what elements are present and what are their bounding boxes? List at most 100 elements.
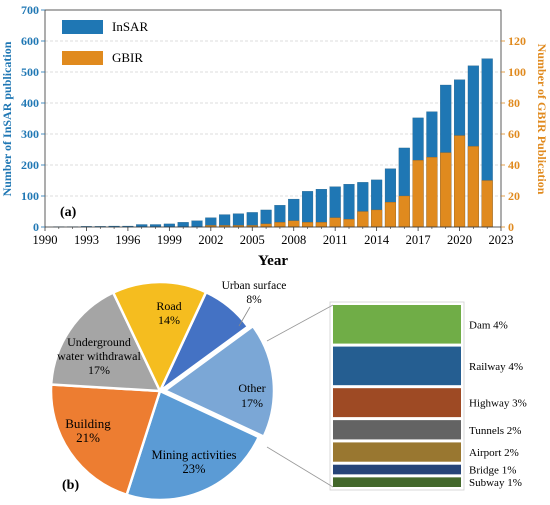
bar-insar — [246, 212, 258, 228]
breakdown-label: Dam 4% — [469, 319, 508, 331]
connector-lines — [266, 304, 334, 488]
pie-slice-mining-activities — [125, 389, 261, 502]
bar-insar — [191, 220, 203, 228]
breakdown-segment — [333, 464, 461, 475]
breakdown-segment — [333, 420, 461, 440]
breakdown-segment — [333, 477, 461, 487]
breakdown-label: Subway 1% — [469, 477, 522, 489]
bar-gbir — [440, 152, 452, 228]
breakdown-segment — [333, 388, 461, 418]
urban-leader-line — [238, 306, 251, 327]
slice-label-other: Other — [238, 381, 265, 395]
slice-value-building: 21% — [76, 430, 100, 445]
y-tick-label-left: 700 — [21, 3, 39, 17]
panel-label-b: (b) — [62, 478, 79, 493]
breakdown-label: Airport 2% — [469, 447, 519, 459]
connector-bottom — [266, 446, 334, 488]
y-tick-label-right: 80 — [508, 96, 520, 110]
bar-gbir — [343, 219, 355, 228]
x-axis-title: Year — [258, 253, 288, 269]
bar-gbir — [329, 217, 341, 228]
pie-slices — [49, 280, 276, 502]
slice-label-urban: Urban surface — [222, 280, 287, 292]
bar-gbir — [384, 202, 396, 228]
bar-gbir — [467, 146, 479, 228]
plot-frame — [44, 9, 502, 228]
bar-gbir — [398, 195, 410, 228]
bar-gbir — [260, 223, 272, 228]
breakdown-segment — [333, 346, 461, 386]
bar-chart-panel: 1990 1993 1996 1999 2002 2005 2008 2011 2014 2017… — [0, 3, 549, 269]
y-axis-title-left: Number of InSAR publication — [0, 41, 14, 196]
connector-top — [266, 304, 334, 342]
y-tick-label-right: 100 — [508, 65, 526, 79]
bar-insar — [163, 223, 175, 228]
y-tick-label-left: 300 — [21, 127, 39, 141]
slice-label-underground-2: water withdrawal — [57, 349, 141, 363]
bar-gbir — [288, 220, 300, 228]
slice-value-other: 17% — [241, 396, 263, 410]
y-tick-label-right: 20 — [508, 189, 520, 203]
x-tick-label: 2005 — [240, 233, 265, 247]
legend-swatch-gbir — [62, 51, 103, 65]
bar-gbir — [315, 222, 327, 228]
y-tick-label-right: 60 — [508, 127, 520, 141]
bar-insar — [219, 214, 231, 228]
y-tick-label-left: 100 — [21, 189, 39, 203]
y-tick-label-right: 40 — [508, 158, 520, 172]
breakdown-label: Tunnels 2% — [469, 425, 521, 437]
panel-label-a: (a) — [60, 205, 77, 220]
slice-value-urban: 8% — [246, 294, 262, 306]
y-axis-title-right: Number of GBIR Publication — [535, 44, 549, 195]
bar-insar — [315, 189, 327, 228]
slice-value-mining: 23% — [183, 462, 206, 476]
legend-label-insar: InSAR — [112, 19, 148, 34]
y-tick-label-left: 200 — [21, 158, 39, 172]
pie-slice-underground-water-withdrawal — [49, 290, 163, 393]
legend-label-gbir: GBIR — [112, 50, 143, 65]
legend: InSAR GBIR — [62, 19, 148, 65]
x-tick-label: 1993 — [74, 233, 99, 247]
slice-value-underground: 17% — [88, 363, 110, 377]
x-tick-label: 2014 — [364, 233, 390, 247]
y-tick-label-left: 400 — [21, 96, 39, 110]
pie-chart-panel: Dam 4% Railway 4% Highway 3% Tunnels 2% Airp… — [49, 280, 527, 502]
y-tick-label-left: 500 — [21, 65, 39, 79]
axis-ticks: 1990 1993 1996 1999 2002 2005 2008 2011 2014 2017… — [21, 3, 526, 247]
breakdown-label: Railway 4% — [469, 361, 523, 373]
bar-insar — [177, 222, 189, 228]
x-tick-label: 1990 — [33, 233, 58, 247]
x-tick-label: 2008 — [281, 233, 306, 247]
breakdown-stack: Dam 4% Railway 4% Highway 3% Tunnels 2% Airp… — [329, 301, 527, 491]
breakdown-label: Highway 3% — [469, 398, 527, 410]
slice-label-underground-1: Underground — [67, 335, 131, 349]
bar-insar — [302, 191, 314, 228]
x-tick-label: 2023 — [489, 233, 514, 247]
slice-value-road: 14% — [158, 313, 180, 327]
gridlines — [45, 40, 501, 197]
x-tick-label: 2017 — [406, 233, 431, 247]
y-tick-label-left: 0 — [33, 220, 39, 234]
slice-label-mining: Mining activities — [151, 448, 236, 462]
pie-labels: Urban surface 8% Road 14% Underground wa… — [57, 280, 286, 493]
x-tick-label: 2011 — [323, 233, 348, 247]
breakdown-segment — [333, 305, 461, 344]
breakdown-segment — [333, 442, 461, 462]
bar-insar — [232, 213, 244, 228]
x-tick-label: 1996 — [115, 233, 140, 247]
bar-gbir — [454, 135, 466, 228]
bar-gbir — [412, 160, 424, 228]
x-tick-label: 2002 — [198, 233, 223, 247]
y-tick-label-right: 0 — [508, 220, 514, 234]
x-tick-label: 2020 — [447, 233, 472, 247]
bar-gbir — [371, 209, 383, 228]
slice-label-road: Road — [156, 299, 181, 313]
bar-gbir — [274, 222, 286, 228]
bar-gbir — [426, 157, 438, 228]
bars — [53, 58, 493, 228]
slice-label-building: Building — [65, 416, 111, 431]
pie-slice-building — [49, 383, 162, 497]
legend-swatch-insar — [62, 20, 103, 34]
y-tick-label-right: 120 — [508, 34, 526, 48]
